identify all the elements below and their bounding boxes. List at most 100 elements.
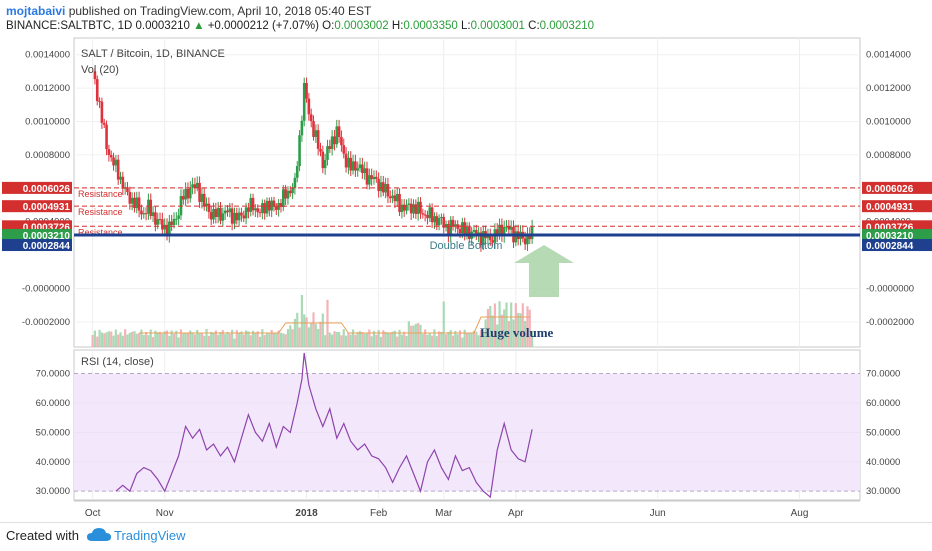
price-tag-left-text: 0.0004931	[23, 202, 71, 213]
candle-body	[349, 157, 353, 171]
y-tick-label-left: -0.0002000	[22, 317, 70, 328]
candle-body	[414, 204, 418, 214]
candle-body	[354, 161, 357, 171]
candle-body	[254, 208, 257, 211]
candle-body	[335, 126, 339, 145]
candle-body	[433, 216, 436, 223]
candle-body	[442, 216, 446, 228]
candle-body	[116, 159, 120, 180]
candle-body	[386, 184, 390, 197]
volume-bar	[272, 333, 276, 347]
volume-bar	[251, 330, 255, 347]
candle-body	[135, 197, 139, 209]
volume-bar	[389, 332, 392, 347]
candle-body	[172, 218, 176, 225]
volume-bar	[368, 329, 371, 347]
candle-body	[502, 226, 506, 237]
candle-body	[270, 200, 273, 211]
candle-body	[472, 229, 476, 232]
volume-bar	[226, 331, 229, 347]
volume-bar	[298, 327, 301, 347]
volume-bar	[470, 333, 473, 347]
candle-body	[509, 226, 513, 230]
candle-body	[207, 203, 211, 212]
candle-body	[219, 207, 222, 221]
volume-bar	[426, 334, 429, 347]
up-arrow-icon: ▲	[193, 20, 205, 32]
volume-bar	[217, 334, 220, 347]
candle-body	[279, 203, 283, 207]
chart-canvas[interactable]: Oct Nov 2018 Feb Mar Apr Jun Aug 0.0014000 0.0014…	[0, 0, 932, 522]
volume-bar	[458, 330, 462, 347]
candle-body	[147, 199, 150, 214]
price-tag-right	[862, 181, 932, 194]
volume-bar	[377, 330, 380, 347]
volume-bar	[454, 330, 457, 347]
candle-body	[530, 226, 534, 240]
candle-body	[272, 200, 276, 207]
close-label: C:	[528, 20, 540, 32]
volume-bar	[161, 333, 164, 347]
volume-bar	[396, 336, 399, 347]
candle-body	[258, 212, 262, 214]
candle-body	[300, 120, 304, 136]
volume-bar	[505, 302, 508, 347]
candle-body	[188, 187, 192, 199]
author-link[interactable]: mojtabaivi	[6, 4, 66, 18]
volume-bar	[356, 332, 359, 347]
candle-body	[523, 238, 527, 245]
ohlc-line: BINANCE:SALTBTC, 1D 0.0003210 ▲ +0.00002…	[6, 20, 594, 32]
candle-body	[263, 203, 266, 214]
volume-bar	[370, 336, 373, 347]
volume-bar	[275, 333, 278, 347]
candle-body	[126, 187, 129, 193]
candle-body	[209, 211, 213, 220]
volume-bar	[431, 335, 434, 347]
candle-body	[468, 227, 471, 239]
volume-bar	[468, 332, 471, 347]
volume-bar	[428, 332, 431, 347]
candle-body	[407, 203, 411, 205]
price-tag-left-text: 0.0003726	[23, 222, 71, 233]
created-with-text: Created with	[6, 528, 79, 543]
volume-bar	[186, 332, 190, 347]
candle-body	[154, 212, 157, 225]
volume-bar	[289, 325, 292, 347]
candle-body	[344, 153, 348, 168]
candle-body	[293, 177, 297, 188]
candle-body	[421, 213, 425, 215]
volume-bar	[107, 331, 110, 347]
rsi-title: RSI (14, close)	[81, 356, 154, 368]
volume-bar	[191, 332, 194, 347]
candle-body	[363, 168, 366, 174]
double-bottom-annotation: Double Bottom	[430, 240, 503, 252]
volume-bar	[489, 305, 492, 347]
volume-bar	[124, 329, 127, 347]
volume-bar	[338, 331, 341, 347]
volume-bar	[444, 334, 448, 347]
volume-bar	[117, 334, 120, 347]
volume-bar	[342, 329, 345, 347]
volume-bar	[170, 330, 173, 347]
volume-bar	[147, 335, 150, 347]
candle-body	[372, 176, 376, 180]
volume-bar	[158, 331, 162, 347]
volume-bar	[498, 301, 501, 347]
volume-bar	[517, 312, 520, 347]
candle-body	[261, 203, 264, 213]
volume-bar	[514, 303, 517, 347]
candle-body	[165, 224, 169, 237]
y-tick-label-left: -0.0000000	[22, 284, 70, 295]
volume-bar	[482, 333, 485, 347]
tradingview-link[interactable]: TradingView	[114, 528, 186, 543]
candle-body	[212, 208, 215, 220]
volume-bar	[98, 329, 101, 347]
candle-body	[256, 208, 260, 213]
candle-body	[137, 197, 141, 211]
volume-bar	[235, 330, 238, 347]
volume-bar	[465, 333, 469, 347]
rsi-tick-label-left: 60.0000	[36, 398, 70, 409]
candle-body	[112, 157, 115, 166]
candle-body	[316, 130, 320, 149]
volume-bar	[365, 333, 369, 347]
